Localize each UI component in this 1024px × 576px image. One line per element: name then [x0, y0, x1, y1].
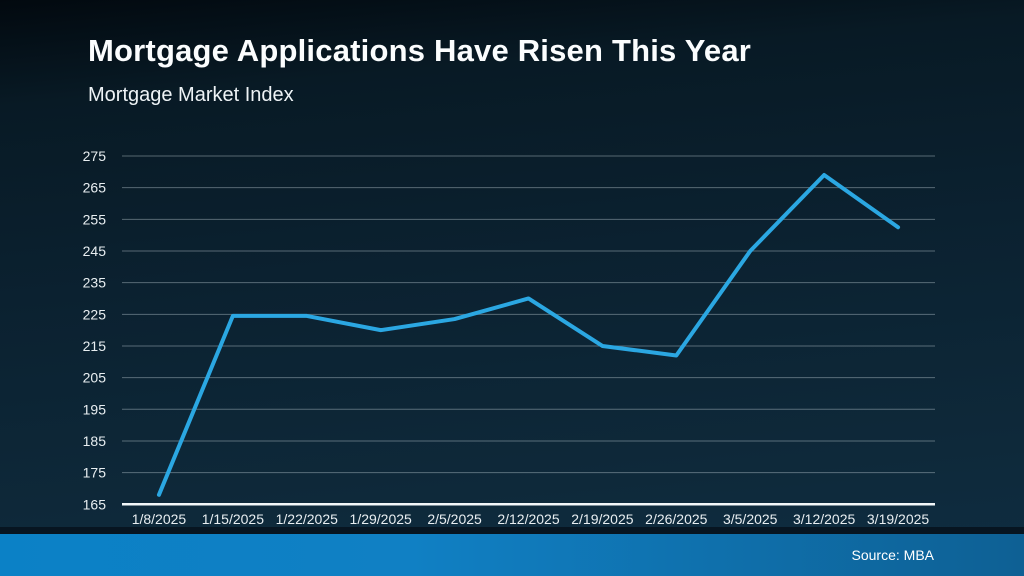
series-line: [156, 172, 901, 497]
x-tick-label: 2/12/2025: [497, 511, 559, 527]
y-tick-label: 265: [83, 180, 107, 196]
y-tick-label: 235: [83, 275, 107, 291]
y-tick-label: 195: [83, 401, 107, 417]
y-tick-label: 255: [83, 211, 107, 227]
x-tick-label: 1/22/2025: [276, 511, 338, 527]
source-label: Source: MBA: [851, 547, 934, 563]
y-tick-label: 185: [83, 433, 107, 449]
y-tick-label: 165: [83, 496, 107, 512]
x-tick-label: 3/12/2025: [793, 511, 855, 527]
y-tick-label: 245: [83, 243, 107, 259]
y-tick-label: 175: [83, 465, 107, 481]
x-tick-label: 3/19/2025: [867, 511, 929, 527]
x-tick-label: 2/5/2025: [427, 511, 482, 527]
footer-bar: Source: MBA: [0, 534, 1024, 576]
x-tick-label: 1/29/2025: [350, 511, 412, 527]
x-tick-label: 2/19/2025: [571, 511, 633, 527]
x-tick-label: 2/26/2025: [645, 511, 707, 527]
y-tick-label: 215: [83, 338, 107, 354]
y-tick-label: 275: [83, 148, 107, 164]
chart-subtitle: Mortgage Market Index: [88, 84, 294, 106]
chart-title: Mortgage Applications Have Risen This Ye…: [88, 33, 752, 68]
y-tick-label: 205: [83, 370, 107, 386]
x-tick-label: 1/15/2025: [202, 511, 264, 527]
footer-divider: [0, 527, 1024, 534]
x-tick-label: 1/8/2025: [132, 511, 187, 527]
x-tick-label: 3/5/2025: [723, 511, 778, 527]
y-tick-label: 225: [83, 306, 107, 322]
